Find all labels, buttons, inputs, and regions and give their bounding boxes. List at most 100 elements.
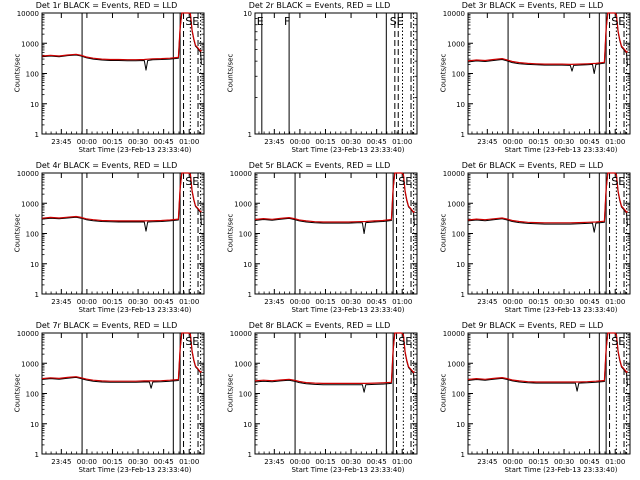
x-tick-label: 01:00 — [392, 298, 412, 306]
region-label: SE — [611, 15, 625, 28]
x-tick-label: 00:15 — [315, 298, 335, 306]
x-tick-label: 01:00 — [392, 138, 412, 146]
region-label: SE — [398, 175, 412, 188]
series-lld-line — [468, 172, 628, 224]
x-tick-label: 00:30 — [554, 458, 574, 466]
series-lld-line — [255, 172, 415, 223]
detector-panel-det9: Det 9r BLACK = Events, RED = LLD Counts/s… — [426, 320, 639, 480]
y-tick-label: 10000 — [17, 10, 39, 18]
y-tick-label: 10 — [243, 421, 252, 429]
x-tick-label: 00:00 — [77, 458, 97, 466]
y-tick-label: 10 — [456, 421, 465, 429]
chart-svg: 1 10 100 1000 10000 23:45 00:00 00:15 00:30 00:45… — [230, 330, 418, 466]
x-tick-label: 01:00 — [605, 458, 625, 466]
chart-svg: 1 10 100 1000 10000 23:45 00:00 00:15 00:30 00:45… — [443, 170, 631, 306]
y-tick-label: 1 — [35, 451, 39, 459]
y-tick-label: 10000 — [443, 170, 465, 178]
x-tick-label: 23:45 — [477, 138, 497, 146]
x-tick-label: 23:45 — [264, 298, 284, 306]
x-tick-label: 00:30 — [128, 458, 148, 466]
x-tick-label: 00:45 — [580, 458, 600, 466]
region-label: SE — [611, 335, 625, 348]
region-label: SE — [185, 15, 199, 28]
x-tick-label: 00:00 — [77, 298, 97, 306]
x-tick-label: 00:00 — [290, 298, 310, 306]
y-tick-label: 10 — [30, 101, 39, 109]
y-tick-label: 100 — [239, 391, 252, 399]
series-lld-line — [42, 172, 202, 222]
x-tick-label: 00:00 — [290, 458, 310, 466]
chart-title: Det 1r BLACK = Events, RED = LLD — [35, 1, 178, 10]
x-tick-label: 00:30 — [341, 458, 361, 466]
x-tick-label: 00:30 — [128, 138, 148, 146]
x-axis-label: Start Time (23-Feb-13 23:33:40) — [78, 306, 192, 314]
x-tick-label: 01:00 — [605, 298, 625, 306]
x-tick-label: 00:15 — [528, 138, 548, 146]
x-tick-label: 23:45 — [264, 458, 284, 466]
y-tick-label: 1000 — [447, 360, 465, 368]
x-tick-label: 23:45 — [51, 298, 71, 306]
x-axis-label: Start Time (23-Feb-13 23:33:40) — [504, 306, 618, 314]
series-events-line — [42, 12, 202, 71]
chart-title: Det 2r BLACK = Events, RED = LLD — [248, 1, 391, 10]
chart-title: Det 9r BLACK = Events, RED = LLD — [461, 321, 604, 330]
y-tick-label: 1 — [461, 291, 465, 299]
chart-svg: 1 10 23:45 00:00 00:15 00:30 00:45 01:00 E F SE — [243, 10, 418, 146]
y-tick-label: 1000 — [447, 40, 465, 48]
chart-svg: 1 10 100 1000 10000 23:45 00:00 00:15 00:30 00:45… — [17, 170, 205, 306]
y-tick-label: 1000 — [21, 200, 39, 208]
x-tick-label: 23:45 — [51, 138, 71, 146]
region-label: SE — [185, 335, 199, 348]
x-tick-label: 00:15 — [102, 298, 122, 306]
x-tick-label: 00:45 — [580, 138, 600, 146]
chart-svg: 1 10 100 1000 10000 23:45 00:00 00:15 00:30 00:45… — [443, 330, 631, 466]
y-tick-label: 1 — [248, 451, 252, 459]
detector-panel-det5: Det 5r BLACK = Events, RED = LLD Counts/s… — [213, 160, 426, 320]
chart-title: Det 7r BLACK = Events, RED = LLD — [35, 321, 178, 330]
x-tick-label: 23:45 — [51, 458, 71, 466]
detector-panel-det4: Det 4r BLACK = Events, RED = LLD Counts/s… — [0, 160, 213, 320]
x-axis-label: Start Time (23-Feb-13 23:33:40) — [504, 466, 618, 474]
y-tick-label: 1 — [35, 131, 39, 139]
y-tick-label: 1000 — [447, 200, 465, 208]
plot-frame — [254, 12, 418, 135]
x-tick-label: 00:00 — [503, 138, 523, 146]
x-tick-label: 01:00 — [392, 458, 412, 466]
series-lld-line — [42, 332, 202, 382]
y-tick-label: 10 — [243, 261, 252, 269]
y-tick-label: 10000 — [17, 170, 39, 178]
x-tick-label: 00:15 — [102, 138, 122, 146]
x-tick-label: 00:15 — [102, 458, 122, 466]
series-events-line — [255, 172, 415, 234]
chart-title: Det 3r BLACK = Events, RED = LLD — [461, 1, 604, 10]
y-tick-label: 10000 — [443, 330, 465, 338]
region-label: SE — [611, 175, 625, 188]
x-tick-label: 00:00 — [290, 138, 310, 146]
chart-svg: 1 10 100 1000 10000 23:45 00:00 00:15 00:30 00:45… — [17, 330, 205, 466]
x-tick-label: 00:30 — [554, 298, 574, 306]
detector-panel-det1: Det 1r BLACK = Events, RED = LLD Counts/s… — [0, 0, 213, 160]
chart-svg: 1 10 100 1000 10000 23:45 00:00 00:15 00:30 00:45… — [443, 10, 631, 146]
x-tick-label: 00:45 — [367, 138, 387, 146]
x-tick-label: 00:15 — [528, 458, 548, 466]
detector-panel-det6: Det 6r BLACK = Events, RED = LLD Counts/s… — [426, 160, 639, 320]
series-lld-line — [42, 12, 202, 61]
x-axis-label: Start Time (23-Feb-13 23:33:40) — [78, 466, 192, 474]
y-tick-label: 1 — [35, 291, 39, 299]
region-label: SE — [398, 335, 412, 348]
y-tick-label: 10000 — [17, 330, 39, 338]
detector-panel-det2: Det 2r BLACK = Events, RED = LLD Counts/s… — [213, 0, 426, 160]
y-tick-label: 1 — [461, 451, 465, 459]
region-label: E — [257, 15, 264, 28]
x-tick-label: 01:00 — [179, 458, 199, 466]
series-lld-line — [255, 332, 415, 385]
x-tick-label: 23:45 — [477, 458, 497, 466]
x-tick-label: 00:15 — [315, 138, 335, 146]
y-tick-label: 10 — [30, 261, 39, 269]
x-tick-label: 00:45 — [367, 298, 387, 306]
y-tick-label: 1 — [248, 291, 252, 299]
x-tick-label: 23:45 — [477, 298, 497, 306]
x-tick-label: 00:30 — [341, 138, 361, 146]
y-tick-label: 1 — [461, 131, 465, 139]
x-tick-label: 00:45 — [367, 458, 387, 466]
